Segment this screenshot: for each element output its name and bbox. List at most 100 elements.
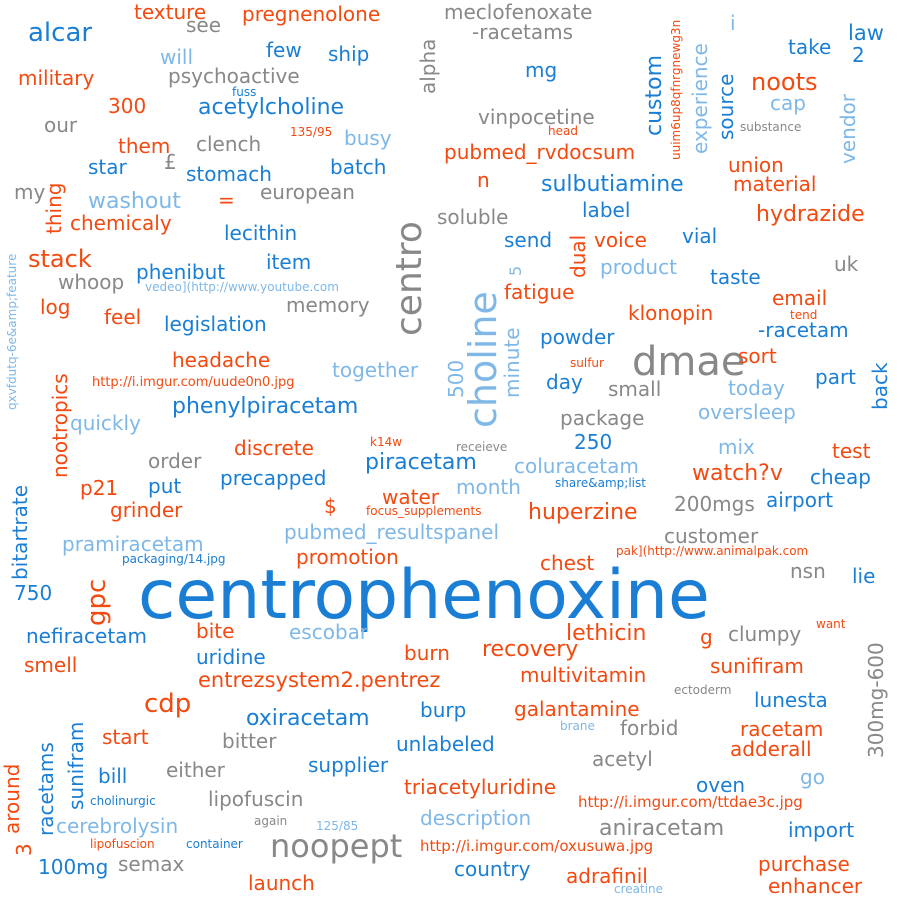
- word-cloud-term: ectoderm: [674, 683, 732, 697]
- word-cloud-term: -racetam: [758, 318, 849, 342]
- word-cloud-term: water: [382, 485, 439, 509]
- word-cloud-term: centrophenoxine: [138, 556, 710, 635]
- word-cloud-term: cdp: [144, 689, 192, 719]
- word-cloud-term: pak](http://www.animalpak.com: [616, 544, 809, 558]
- word-cloud-term: pregnenolone: [242, 2, 381, 26]
- word-cloud-term: nsn: [790, 559, 826, 583]
- word-cloud-term: washout: [88, 189, 181, 214]
- word-cloud-term: memory: [286, 293, 370, 317]
- word-cloud-term: law: [848, 21, 884, 45]
- word-cloud-term: nootropics: [48, 373, 72, 478]
- word-cloud-term: lipofuscin: [208, 787, 304, 811]
- word-cloud-term: centro: [389, 221, 430, 336]
- word-cloud-term: meclofenoxate: [444, 0, 593, 24]
- word-cloud-term: 2: [852, 43, 865, 67]
- word-cloud-term: mix: [718, 435, 755, 459]
- word-cloud-term: gpc: [82, 578, 112, 626]
- word-cloud-term: http://i.imgur.com/ttdae3c.jpg: [578, 793, 803, 811]
- word-cloud-term: cerebrolysin: [56, 814, 179, 838]
- word-cloud-term: send: [504, 228, 553, 252]
- word-cloud-term: log: [40, 295, 71, 319]
- word-cloud-term: precapped: [220, 466, 327, 490]
- word-cloud-term: chest: [540, 551, 595, 575]
- word-cloud-term: them: [118, 134, 171, 158]
- word-cloud-term: today: [728, 376, 785, 400]
- word-cloud-term: powder: [540, 325, 615, 349]
- word-cloud-term: custom: [642, 54, 667, 136]
- word-cloud-term: aniracetam: [599, 816, 725, 841]
- word-cloud-term: g: [700, 625, 713, 649]
- word-cloud-term: adderall: [730, 737, 812, 761]
- word-cloud-term: galantamine: [514, 697, 640, 721]
- word-cloud-term: choline: [461, 291, 505, 428]
- word-cloud-term: cholinurgic: [90, 794, 156, 808]
- word-cloud-term: sulfur: [570, 356, 604, 370]
- word-cloud-term: dual: [566, 234, 590, 278]
- word-cloud-term: soluble: [437, 205, 509, 229]
- word-cloud-term: cap: [770, 91, 806, 115]
- word-cloud-term: huperzine: [528, 500, 638, 525]
- word-cloud-term: 250: [574, 430, 613, 454]
- word-cloud-term: uk: [834, 252, 859, 276]
- word-cloud-term: grinder: [110, 498, 183, 522]
- word-cloud-term: back: [868, 362, 892, 410]
- word-cloud-term: http://i.imgur.com/oxusuwa.jpg: [420, 837, 654, 855]
- word-cloud-term: material: [733, 172, 817, 196]
- word-cloud-term: put: [148, 474, 182, 498]
- word-cloud-term: feel: [104, 305, 142, 329]
- word-cloud-term: =: [218, 188, 235, 212]
- word-cloud-term: source: [714, 73, 738, 140]
- word-cloud-term: cheap: [810, 465, 871, 489]
- word-cloud-term: minute: [500, 327, 524, 398]
- word-cloud-term: part: [815, 365, 857, 389]
- word-cloud-term: go: [800, 765, 825, 789]
- word-cloud-term: start: [102, 725, 149, 749]
- word-cloud-term: watch?v: [692, 461, 783, 486]
- word-cloud-term: pubmed_resultspanel: [284, 520, 500, 544]
- word-cloud-term: month: [456, 475, 521, 499]
- word-cloud-term: mg: [525, 58, 558, 82]
- word-cloud-term: focus_supplements: [366, 504, 482, 518]
- word-cloud-term: i: [730, 11, 736, 35]
- word-cloud-term: legislation: [164, 312, 267, 336]
- word-cloud-term: 300: [108, 94, 147, 118]
- word-cloud-term: test: [832, 439, 871, 463]
- word-cloud-term: racetams: [34, 742, 58, 836]
- word-cloud-term: vedeo](http://www.youtube.com: [145, 280, 339, 294]
- word-cloud-term: sort: [738, 344, 777, 368]
- word-cloud-term: sunifram: [64, 721, 88, 810]
- word-cloud-term: voice: [594, 228, 647, 252]
- word-cloud-term: pramiracetam: [62, 532, 204, 556]
- word-cloud-term: country: [454, 857, 531, 881]
- word-cloud-term: 125/85: [316, 819, 359, 833]
- word-cloud-term: smell: [24, 653, 78, 677]
- word-cloud-term: import: [788, 818, 855, 842]
- word-cloud-term: few: [266, 38, 302, 62]
- word-cloud-term: noots: [751, 68, 818, 96]
- word-cloud-term: k14w: [370, 435, 403, 449]
- word-cloud-term: qxvfdutq-6e&amp;feature: [5, 253, 19, 410]
- word-cloud-term: clench: [196, 132, 262, 156]
- word-cloud-term: product: [600, 255, 677, 279]
- word-cloud-term: unlabeled: [396, 732, 495, 756]
- word-cloud-term: oxiracetam: [246, 706, 370, 731]
- word-cloud-term: 135/95: [290, 125, 333, 139]
- word-cloud-term: tend: [790, 308, 818, 322]
- word-cloud-term: substance: [740, 120, 802, 134]
- word-cloud-term: forbid: [620, 716, 679, 740]
- word-cloud-term: order: [148, 449, 202, 473]
- word-cloud-term: nefiracetam: [26, 624, 147, 648]
- word-cloud-term: day: [546, 370, 583, 394]
- word-cloud-term: want: [816, 617, 846, 631]
- word-cloud-term: customer: [664, 524, 759, 548]
- word-cloud-term: 300mg-600: [864, 642, 888, 758]
- word-cloud-term: bitter: [222, 729, 277, 753]
- word-cloud-term: supplier: [308, 753, 389, 777]
- word-cloud-term: bill: [98, 764, 128, 788]
- word-cloud-term: batch: [330, 155, 387, 179]
- word-cloud-term: burn: [404, 641, 450, 665]
- word-cloud-term: clumpy: [728, 622, 802, 646]
- word-cloud-term: small: [608, 377, 662, 401]
- word-cloud-term: phenibut: [136, 260, 226, 284]
